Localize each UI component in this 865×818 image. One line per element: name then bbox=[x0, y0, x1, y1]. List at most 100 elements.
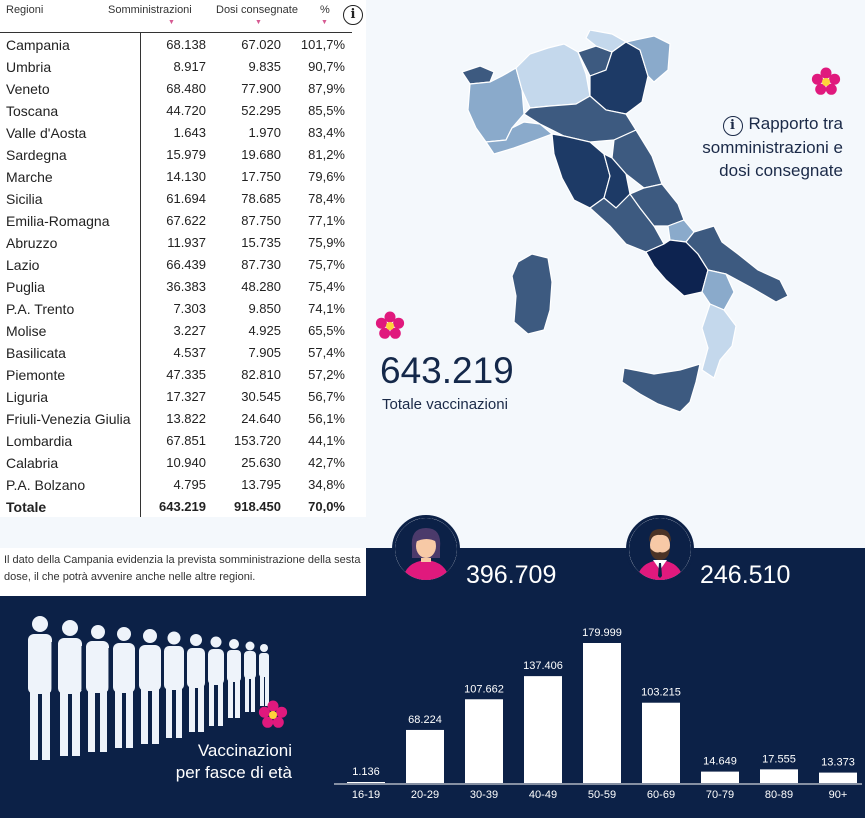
table-total-row[interactable]: Totale 643.219 918.450 70,0% bbox=[0, 496, 352, 518]
cell-percent: 77,1% bbox=[308, 213, 345, 228]
cell-delivered: 48.280 bbox=[241, 279, 281, 294]
table-row[interactable]: Puglia 36.383 48.280 75,4% bbox=[0, 276, 352, 298]
map-region-veneto[interactable] bbox=[589, 41, 649, 115]
cell-region: Valle d'Aosta bbox=[6, 125, 87, 141]
cell-delivered: 30.545 bbox=[241, 389, 281, 404]
cell-region: Sicilia bbox=[6, 191, 43, 207]
info-icon[interactable]: i bbox=[343, 5, 363, 25]
info-icon[interactable]: i bbox=[722, 116, 743, 136]
cell-delivered: 87.730 bbox=[241, 257, 281, 272]
woman-avatar-icon bbox=[392, 515, 460, 583]
cell-delivered: 67.020 bbox=[241, 37, 281, 52]
cell-administered: 15.979 bbox=[166, 147, 206, 162]
table-row[interactable]: Sicilia 61.694 78.685 78,4% bbox=[0, 188, 352, 210]
cell-delivered: 87.750 bbox=[241, 213, 281, 228]
map-region-lombardia[interactable] bbox=[515, 43, 591, 109]
cell-percent: 57,2% bbox=[308, 367, 345, 382]
cell-delivered: 9.850 bbox=[248, 301, 281, 316]
man-avatar-icon bbox=[626, 515, 694, 583]
map-region-piemonte[interactable] bbox=[467, 67, 525, 143]
category-label: 20-29 bbox=[411, 789, 439, 801]
bar-40-49[interactable] bbox=[524, 676, 562, 783]
cell-administered: 7.303 bbox=[173, 301, 206, 316]
header-delivered[interactable]: Dosi consegnate bbox=[216, 4, 298, 16]
bar-20-29[interactable] bbox=[406, 729, 444, 783]
table-row[interactable]: Toscana 44.720 52.295 85,5% bbox=[0, 100, 352, 122]
table-row[interactable]: Valle d'Aosta 1.643 1.970 83,4% bbox=[0, 122, 352, 144]
cell-percent: 87,9% bbox=[308, 81, 345, 96]
table-row[interactable]: P.A. Trento 7.303 9.850 74,1% bbox=[0, 298, 352, 320]
male-count: 246.510 bbox=[700, 561, 791, 589]
map-region-liguria[interactable] bbox=[484, 121, 554, 155]
table-row[interactable]: Calabria 10.940 25.630 42,7% bbox=[0, 452, 352, 474]
header-region[interactable]: Regioni bbox=[6, 4, 44, 16]
bar-value-label: 14.649 bbox=[703, 756, 737, 768]
cell-delivered: 25.630 bbox=[241, 455, 281, 470]
cell-region: Totale bbox=[6, 499, 47, 515]
cell-region: P.A. Bolzano bbox=[6, 477, 86, 493]
campania-note: Il dato della Campania evidenzia la prev… bbox=[0, 548, 366, 596]
table-row[interactable]: Umbria 8.917 9.835 90,7% bbox=[0, 56, 352, 78]
cell-administered: 3.227 bbox=[173, 323, 206, 338]
bar-90+[interactable] bbox=[819, 772, 857, 783]
cell-percent: 75,9% bbox=[308, 235, 345, 250]
table-row[interactable]: Veneto 68.480 77.900 87,9% bbox=[0, 78, 352, 100]
bar-70-79[interactable] bbox=[701, 771, 739, 783]
bar-50-59[interactable] bbox=[583, 643, 621, 783]
table-row[interactable]: Lazio 66.439 87.730 75,7% bbox=[0, 254, 352, 276]
sort-triangle-icon[interactable]: ▼ bbox=[168, 19, 175, 26]
table-row[interactable]: Marche 14.130 17.750 79,6% bbox=[0, 166, 352, 188]
age-bar-chart: 1.136 16-19 68.224 20-29 107.662 30-39 137.406… bbox=[334, 627, 862, 801]
cell-region: Puglia bbox=[6, 279, 45, 295]
table-row[interactable]: Basilicata 4.537 7.905 57,4% bbox=[0, 342, 352, 364]
table-row[interactable]: Piemonte 47.335 82.810 57,2% bbox=[0, 364, 352, 386]
bar-30-39[interactable] bbox=[465, 699, 503, 783]
cell-percent: 70,0% bbox=[308, 499, 345, 514]
map-region-friuli[interactable] bbox=[624, 35, 671, 83]
table-row[interactable]: Emilia-Romagna 67.622 87.750 77,1% bbox=[0, 210, 352, 232]
column-divider bbox=[140, 33, 141, 517]
bar-value-label: 68.224 bbox=[408, 714, 442, 726]
cell-administered: 17.327 bbox=[166, 389, 206, 404]
table-row[interactable]: Campania 68.138 67.020 101,7% bbox=[0, 34, 352, 56]
map-region-toscana[interactable] bbox=[551, 133, 611, 209]
bar-16-19[interactable] bbox=[347, 782, 385, 783]
bar-value-label: 179.999 bbox=[582, 627, 622, 639]
map-region-sicilia[interactable] bbox=[621, 363, 701, 413]
flower-icon bbox=[374, 310, 406, 342]
cell-region: Toscana bbox=[6, 103, 59, 119]
table-row[interactable]: Friuli-Venezia Giulia 13.822 24.640 56,1% bbox=[0, 408, 352, 430]
table-row[interactable]: Lombardia 67.851 153.720 44,1% bbox=[0, 430, 352, 452]
flower-icon bbox=[810, 66, 842, 98]
cell-delivered: 918.450 bbox=[234, 499, 281, 514]
map-region-puglia[interactable] bbox=[685, 225, 789, 303]
cell-region: Basilicata bbox=[6, 345, 66, 361]
sort-triangle-icon[interactable]: ▼ bbox=[255, 19, 262, 26]
crowd-icon bbox=[28, 616, 269, 760]
cell-delivered: 7.905 bbox=[248, 345, 281, 360]
cell-region: Molise bbox=[6, 323, 47, 339]
cell-region: Liguria bbox=[6, 389, 49, 405]
cell-percent: 90,7% bbox=[308, 59, 345, 74]
bar-80-89[interactable] bbox=[760, 769, 798, 783]
cell-percent: 78,4% bbox=[308, 191, 345, 206]
table-row[interactable]: P.A. Bolzano 4.795 13.795 34,8% bbox=[0, 474, 352, 496]
table-row[interactable]: Liguria 17.327 30.545 56,7% bbox=[0, 386, 352, 408]
header-administered[interactable]: Somministrazioni bbox=[108, 4, 192, 16]
table-row[interactable]: Abruzzo 11.937 15.735 75,9% bbox=[0, 232, 352, 254]
map-region-sardegna[interactable] bbox=[511, 253, 553, 335]
cell-administered: 13.822 bbox=[166, 411, 206, 426]
map-region-valle-daosta[interactable] bbox=[461, 65, 495, 85]
header-percent[interactable]: % bbox=[320, 4, 330, 16]
map-caption-line: Rapporto tra bbox=[748, 114, 844, 133]
map-region-calabria[interactable] bbox=[701, 303, 737, 379]
cell-percent: 74,1% bbox=[308, 301, 345, 316]
bar-60-69[interactable] bbox=[642, 702, 680, 783]
table-row[interactable]: Molise 3.227 4.925 65,5% bbox=[0, 320, 352, 342]
cell-administered: 11.937 bbox=[167, 235, 206, 250]
table-row[interactable]: Sardegna 15.979 19.680 81,2% bbox=[0, 144, 352, 166]
cell-delivered: 1.970 bbox=[248, 125, 281, 140]
age-title-line: Vaccinazioni bbox=[197, 741, 292, 760]
sort-triangle-icon[interactable]: ▼ bbox=[321, 19, 328, 26]
bar-value-label: 103.215 bbox=[641, 687, 681, 699]
